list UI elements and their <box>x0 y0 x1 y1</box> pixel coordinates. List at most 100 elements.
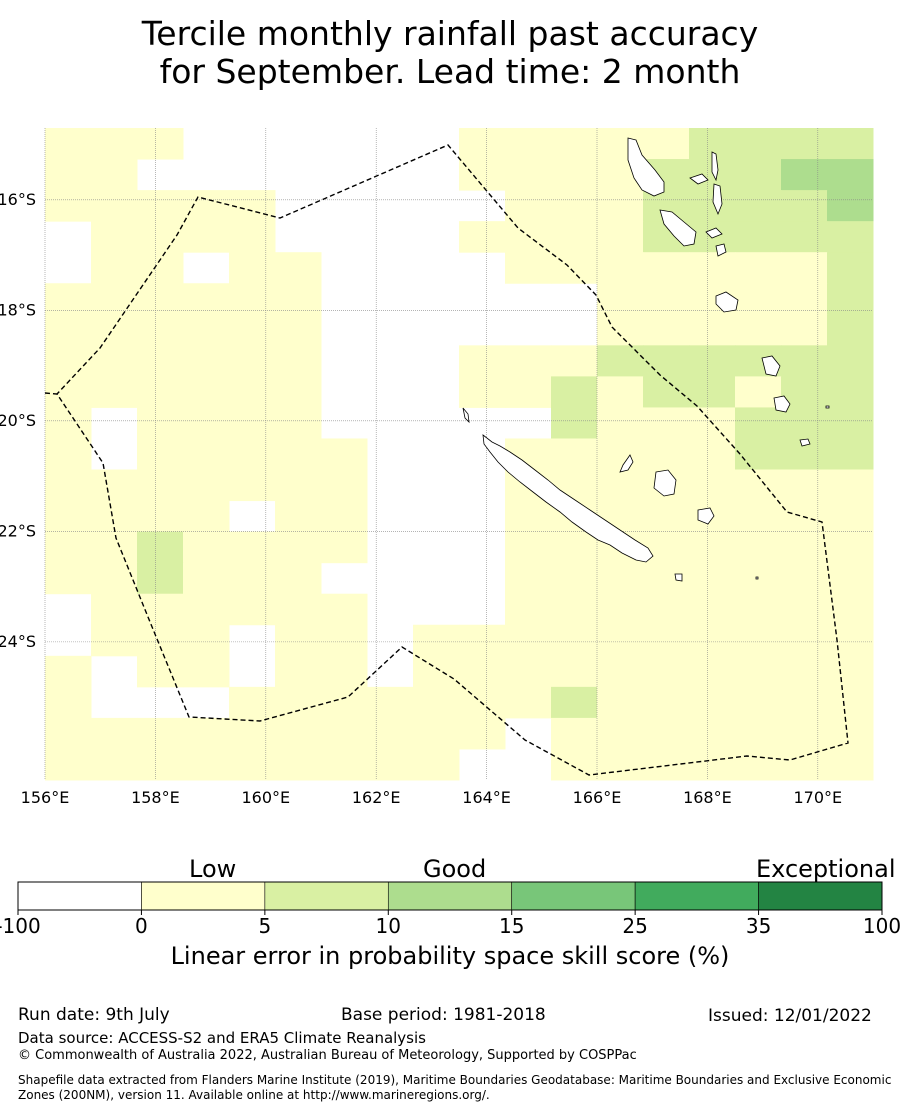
epi-island <box>715 243 727 257</box>
isle-of-pines <box>674 573 683 582</box>
skill-cell <box>735 717 782 750</box>
skill-cell <box>781 717 828 750</box>
skill-cell <box>781 159 828 191</box>
skill-cell <box>781 562 828 595</box>
skill-cell <box>45 748 92 781</box>
skill-cell <box>275 748 322 781</box>
skill-cell <box>689 562 736 595</box>
run-date: Run date: 9th July <box>18 1005 170 1025</box>
skill-cell <box>689 314 736 346</box>
chart-title-line-1: Tercile monthly rainfall past accuracy <box>141 14 759 53</box>
skill-cell <box>45 655 92 688</box>
skill-cell <box>781 407 828 439</box>
skill-cell <box>275 345 322 377</box>
skill-cell <box>781 345 828 377</box>
skill-cell <box>275 376 322 408</box>
skill-cell <box>91 469 138 502</box>
espiritu-santo-island <box>627 137 665 197</box>
skill-cell <box>597 252 644 284</box>
skill-cell <box>459 376 506 408</box>
skill-cell <box>137 314 184 346</box>
skill-cell <box>597 221 644 253</box>
skill-cell <box>505 531 552 564</box>
skill-cell <box>137 469 184 502</box>
skill-cell <box>45 128 92 160</box>
skill-cell <box>781 748 828 781</box>
malekula-island <box>659 209 697 247</box>
skill-cell <box>735 376 782 408</box>
colorbar: -100 0 5 10 15 25 35 100 <box>0 881 900 938</box>
skill-cell <box>597 407 644 439</box>
colorbar-swatch <box>634 881 759 911</box>
base-period: Base period: 1981-2018 <box>341 1005 546 1025</box>
colorbar-swatch <box>758 881 883 911</box>
pentecost-island <box>712 183 723 216</box>
skill-cell <box>321 438 368 471</box>
skill-cell <box>183 500 230 533</box>
skill-cell <box>229 562 276 595</box>
skill-cell <box>91 314 138 346</box>
skill-cell <box>643 624 690 657</box>
skill-cell <box>413 624 460 657</box>
skill-cell <box>183 562 230 595</box>
skill-cell <box>689 345 736 377</box>
skill-cell <box>321 531 368 564</box>
skill-cell <box>643 500 690 533</box>
colorbar-tick-label: 5 <box>258 914 271 938</box>
skill-cell <box>689 655 736 688</box>
colorbar-tick-label: -100 <box>0 914 41 938</box>
skill-cell <box>781 686 828 719</box>
loyalty-island-mare <box>697 507 715 525</box>
skill-cell <box>91 717 138 750</box>
new-caledonia-island <box>482 434 654 563</box>
skill-cell <box>505 190 552 222</box>
skill-cell <box>229 748 276 781</box>
skill-cell <box>229 221 276 253</box>
skill-cell <box>45 469 92 502</box>
skill-cell <box>735 128 782 160</box>
skill-cell <box>827 252 874 284</box>
skill-cell <box>781 190 828 222</box>
skill-cell <box>551 686 598 719</box>
skill-cell <box>229 376 276 408</box>
colorbar-category-low: Low <box>189 855 237 883</box>
skill-grid-cells <box>45 128 874 781</box>
skill-cell <box>597 469 644 502</box>
skill-cell <box>643 314 690 346</box>
skill-cell <box>643 252 690 284</box>
colorbar-tick-label: 35 <box>746 914 771 938</box>
skill-cell <box>275 531 322 564</box>
colorbar-swatch <box>387 881 513 911</box>
skill-cell <box>643 345 690 377</box>
skill-cell <box>321 717 368 750</box>
walpole-islet <box>462 407 470 424</box>
skill-cell <box>505 500 552 533</box>
skill-cell <box>551 624 598 657</box>
skill-cell <box>91 128 138 160</box>
skill-cell <box>321 748 368 781</box>
skill-cell <box>505 221 552 253</box>
skill-cell <box>781 593 828 626</box>
skill-cell <box>275 314 322 346</box>
skill-cell <box>321 593 368 626</box>
skill-cell <box>597 624 644 657</box>
skill-cell <box>275 593 322 626</box>
colorbar-swatch <box>264 881 389 911</box>
skill-cell <box>275 500 322 533</box>
skill-cell <box>551 531 598 564</box>
skill-cell <box>643 717 690 750</box>
skill-cell <box>45 190 92 222</box>
axis-tick-labels: 156°E 158°E 160°E 162°E 164°E 166°E 168°E 170°E… <box>0 190 842 807</box>
skill-cell <box>275 252 322 284</box>
skill-cell <box>183 717 230 750</box>
skill-cell <box>643 686 690 719</box>
skill-cell <box>689 438 736 471</box>
lat-tick-label: 22°S <box>0 521 36 540</box>
skill-cell <box>275 717 322 750</box>
skill-cell <box>827 376 874 408</box>
skill-cell <box>183 624 230 657</box>
colorbar-tick-label: 100 <box>863 914 900 938</box>
colorbar-swatch <box>17 881 142 911</box>
skill-cell <box>137 562 184 595</box>
skill-cell <box>183 469 230 502</box>
